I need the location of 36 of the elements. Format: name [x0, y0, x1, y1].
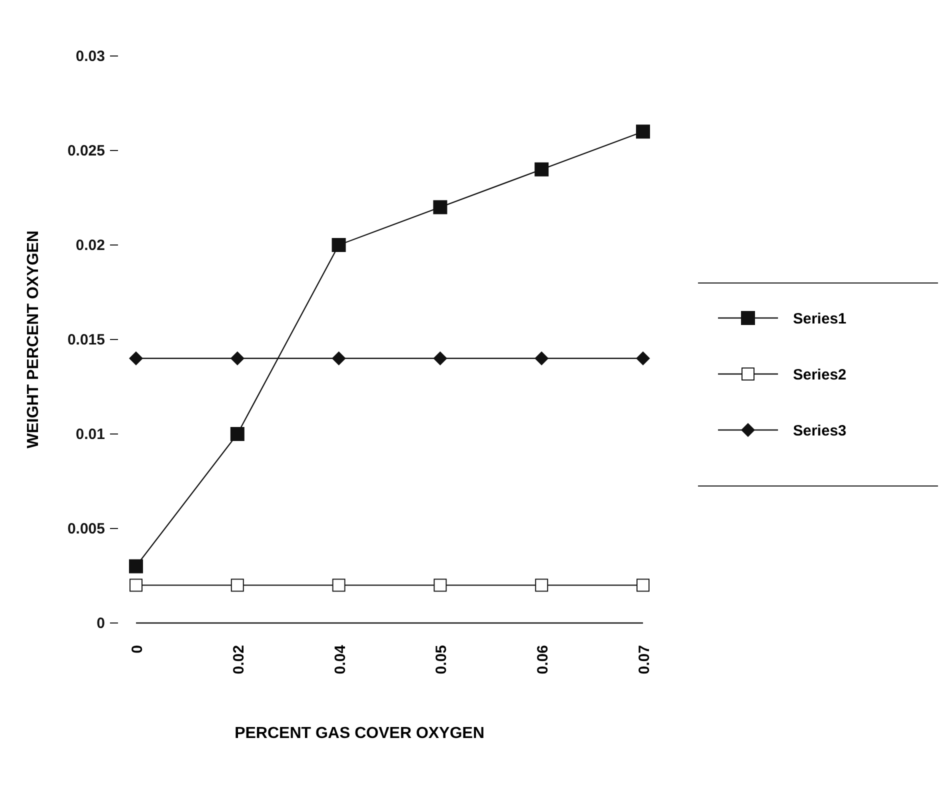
legend-label: Series2 — [793, 366, 846, 384]
point — [534, 351, 549, 366]
x-tick-label: 0.05 — [433, 645, 450, 674]
point — [332, 351, 346, 366]
point — [130, 578, 142, 592]
point — [332, 578, 346, 592]
x-tick-label: 0.02 — [230, 645, 248, 674]
y-axis-title: WEIGHT PERCENT OXYGEN — [25, 230, 42, 448]
point — [636, 351, 650, 366]
x-tick-label: 0.04 — [332, 644, 349, 674]
x-tick-label: 0 — [129, 645, 146, 654]
point — [230, 351, 244, 366]
legend-label: Series3 — [793, 422, 846, 440]
y-tick-label: 0.015 — [67, 331, 105, 348]
point — [433, 351, 448, 366]
legend-label: Series1 — [793, 310, 846, 328]
y-tick-label: 0.01 — [76, 426, 105, 443]
point — [434, 578, 447, 592]
x-tick-label: 0.07 — [636, 645, 653, 674]
y-tick-label: 0.03 — [76, 48, 105, 65]
point — [535, 578, 548, 592]
point — [230, 578, 244, 592]
point — [129, 559, 143, 574]
y-tick-label: 0.005 — [67, 520, 105, 538]
x-tick-label: 0.06 — [534, 645, 552, 674]
point — [230, 427, 244, 441]
point — [636, 124, 650, 139]
point — [129, 351, 143, 366]
point — [433, 200, 448, 214]
point — [636, 578, 650, 592]
point — [534, 162, 549, 176]
y-tick-label: 0.02 — [76, 236, 105, 254]
y-tick-label: 0.025 — [67, 142, 105, 160]
point — [332, 238, 346, 252]
x-axis-title: PERCENT GAS COVER OXYGEN — [234, 725, 484, 742]
y-tick-label: 0 — [96, 614, 105, 632]
